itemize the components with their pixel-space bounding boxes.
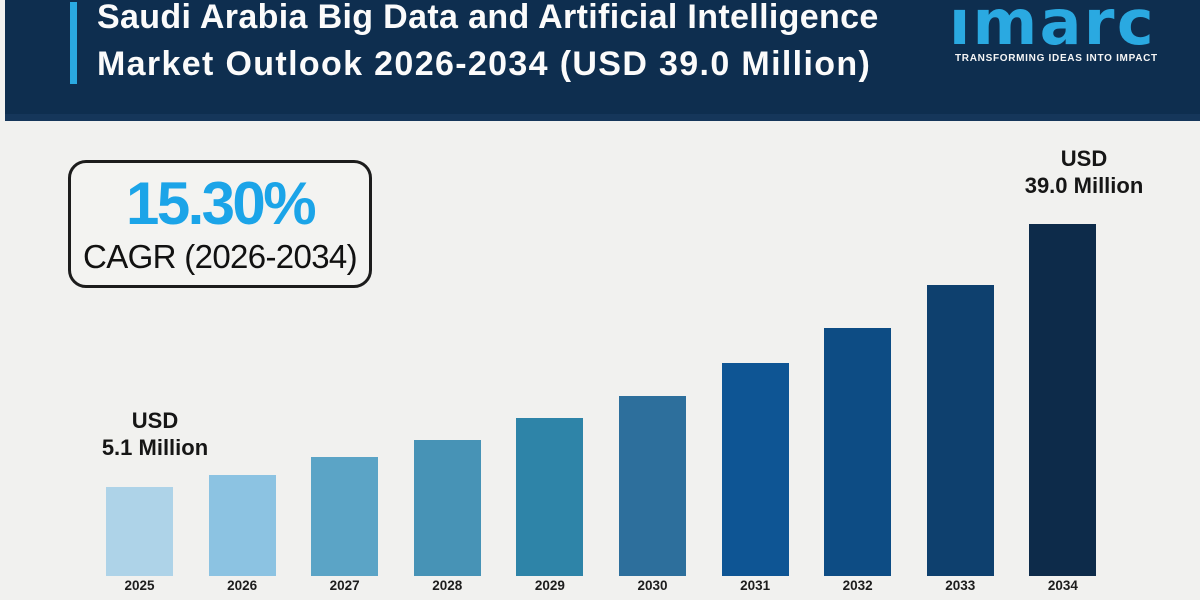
- bar-2026: [208, 475, 276, 576]
- chart-title-line1: Saudi Arabia Big Data and Artificial Int…: [97, 0, 879, 36]
- bar-2029: [516, 418, 584, 576]
- cagr-label: CAGR (2026-2034): [83, 238, 358, 275]
- year-label-2032: 2032: [842, 578, 873, 593]
- chart-title-line2: Market Outlook 2026-2034 (USD 39.0 Milli…: [97, 45, 872, 83]
- year-label-2030: 2030: [637, 578, 668, 593]
- bar-2030: [619, 396, 686, 576]
- imarc-logo: ımarc TRANSFORMING IDEAS INTO IMPACT: [949, 0, 1164, 64]
- imarc-logo-wordmark: ımarc: [949, 0, 1157, 59]
- value-annotation-first: USD 5.1 Million: [101, 408, 209, 460]
- bar-2034: [1029, 224, 1097, 576]
- bar-2025: [106, 487, 173, 576]
- year-label-2031: 2031: [740, 578, 771, 593]
- year-label-2029: 2029: [534, 578, 565, 593]
- cagr-callout-box: 15.30% CAGR (2026-2034): [68, 160, 372, 288]
- imarc-logo-tagline: TRANSFORMING IDEAS INTO IMPACT: [955, 53, 1158, 64]
- year-label-2027: 2027: [329, 578, 360, 593]
- year-label-2034: 2034: [1047, 578, 1078, 593]
- chart-title: Saudi Arabia Big Data and Artificial Int…: [97, 0, 977, 88]
- bar-2031: [721, 363, 789, 576]
- cagr-value: 15.30%: [126, 170, 317, 237]
- bar-2028: [413, 440, 481, 576]
- value-annotation-last: USD 39.0 Million: [1024, 146, 1144, 198]
- bar-2032: [824, 328, 892, 576]
- bar-2033: [926, 285, 994, 576]
- header-banner: Saudi Arabia Big Data and Artificial Int…: [5, 0, 1200, 121]
- year-label-2028: 2028: [432, 578, 463, 593]
- title-accent-bar: [70, 2, 77, 84]
- bar-2027: [311, 457, 379, 576]
- year-label-2025: 2025: [124, 578, 155, 593]
- year-label-2026: 2026: [227, 578, 258, 593]
- year-label-2033: 2033: [945, 578, 976, 593]
